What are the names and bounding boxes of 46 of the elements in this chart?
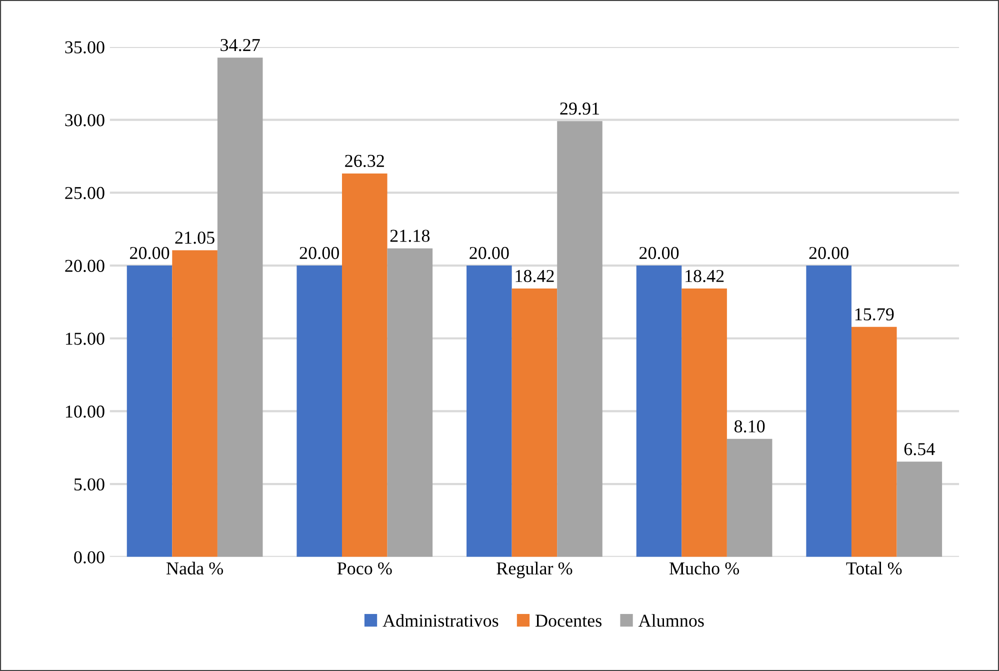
bar (636, 266, 682, 557)
data-label: 34.27 (220, 39, 260, 52)
data-label: 20.00 (130, 246, 170, 260)
bar (217, 58, 263, 557)
legend-label: Alumnos (638, 614, 704, 627)
bar (726, 438, 772, 557)
x-tick-label: Regular % (496, 562, 572, 578)
data-label: 26.32 (345, 154, 384, 168)
y-tick-label: 5.00 (74, 478, 104, 491)
data-label: 20.00 (809, 246, 848, 260)
data-label: 21.18 (390, 230, 430, 242)
data-label: 8.10 (734, 420, 765, 433)
y-tick-label: 10.00 (66, 405, 104, 418)
x-tick-label: Mucho % (669, 562, 740, 575)
bar (172, 250, 218, 557)
y-tick-label: 0.00 (74, 551, 104, 564)
bar (682, 288, 727, 557)
y-tick-label: 15.00 (66, 332, 104, 345)
bar (466, 266, 512, 557)
y-tick-label: 30.00 (65, 114, 104, 126)
bar (512, 288, 558, 557)
data-label: 18.42 (516, 270, 554, 282)
y-tick-label: 20.00 (65, 260, 104, 272)
legend-label: Administrativos (382, 614, 498, 627)
legend-label: Docentes (535, 614, 602, 627)
bar (126, 266, 172, 557)
bar (557, 121, 602, 557)
bar (851, 326, 897, 557)
data-label: 20.00 (639, 246, 679, 260)
x-tick-label: Total % (846, 562, 902, 575)
data-label: 18.42 (686, 270, 724, 282)
bar (387, 248, 433, 557)
y-tick-label: 35.00 (65, 41, 104, 54)
data-label: 20.00 (300, 246, 339, 260)
data-label: 20.00 (470, 246, 509, 260)
data-label: 21.05 (175, 232, 214, 244)
bar (896, 462, 942, 557)
bar (342, 173, 388, 557)
bar (296, 266, 342, 557)
data-label: 6.54 (904, 443, 935, 456)
x-tick-label: Poco % (337, 562, 392, 575)
y-tick-label: 25.00 (65, 186, 104, 200)
x-tick-label: Nada % (166, 562, 224, 575)
data-label: 29.91 (560, 102, 599, 115)
data-label: 15.79 (855, 308, 894, 320)
bar (806, 266, 852, 557)
